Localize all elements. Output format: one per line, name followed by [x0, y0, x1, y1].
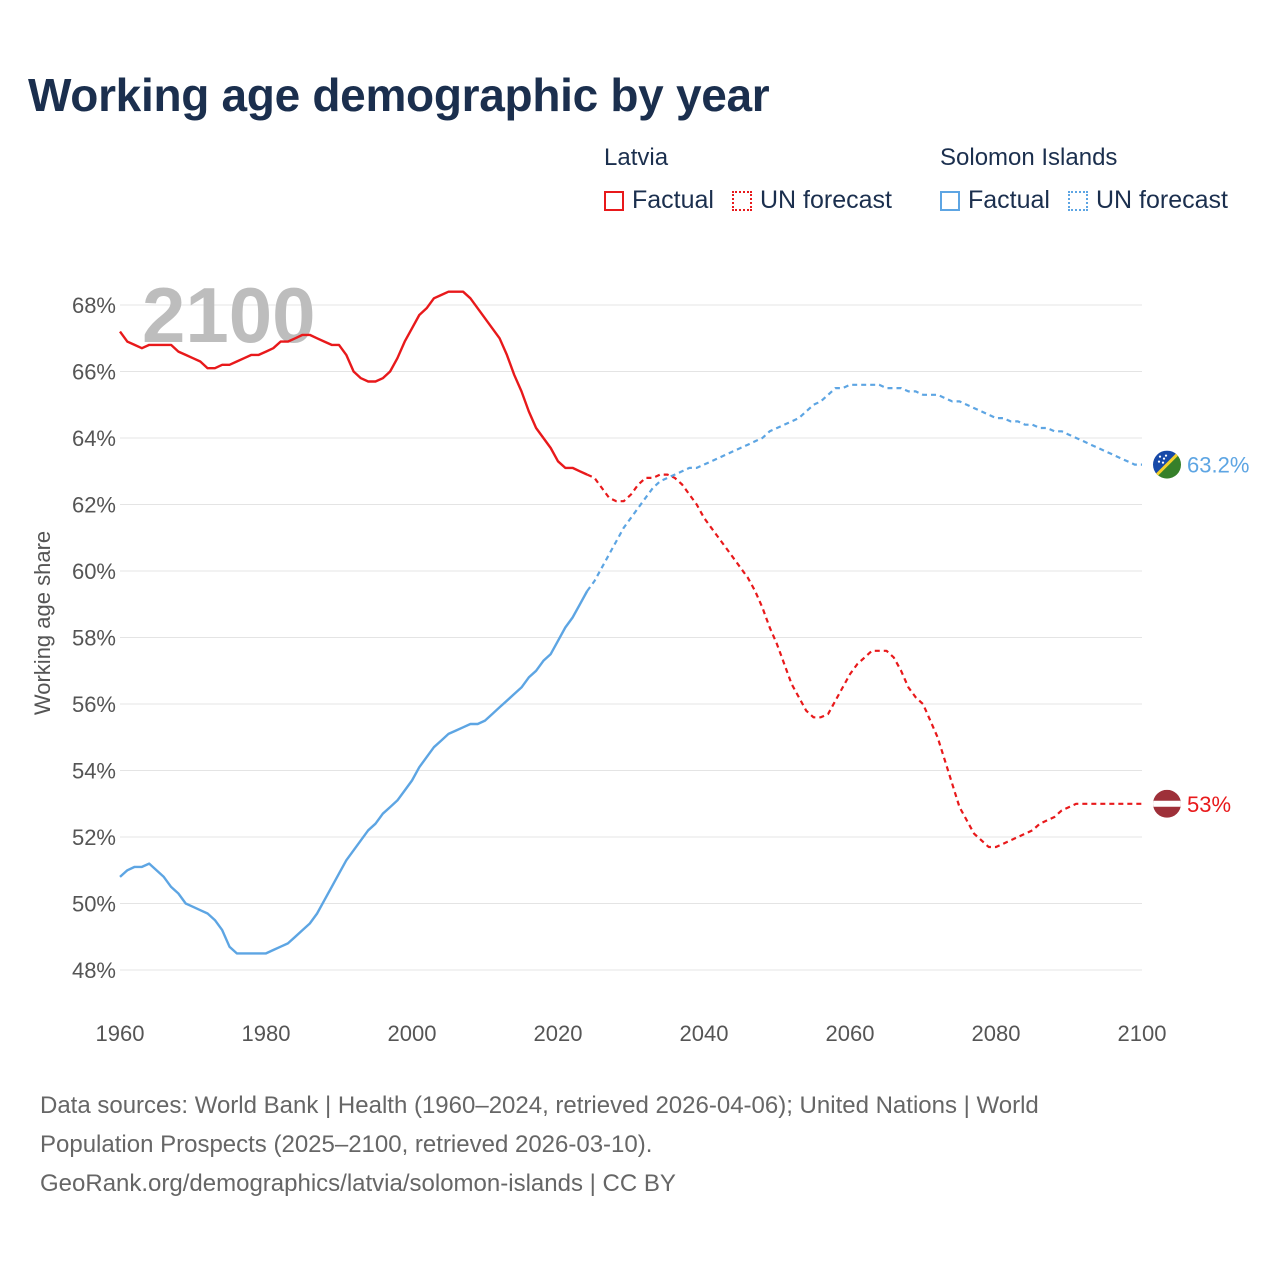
- y-tick-label-48: 48%: [72, 958, 116, 983]
- line-latvia-factual: [119, 290, 588, 476]
- y-tick-label-60: 60%: [72, 559, 116, 584]
- x-tick-label-2080: 2080: [972, 1021, 1021, 1046]
- legend-solomon-factual[interactable]: Factual: [940, 186, 1050, 215]
- sources-line-3[interactable]: GeoRank.org/demographics/latvia/solomon-…: [40, 1170, 676, 1197]
- legend-latvia-forecast-label: UN forecast: [759, 186, 892, 214]
- end-label-solomon-islands: 63.2%: [1187, 453, 1249, 478]
- flag-star-2: [1157, 460, 1161, 463]
- y-tick-label-66: 66%: [72, 360, 116, 385]
- sources-line-2: Population Prospects (2025–2100, retriev…: [40, 1131, 653, 1158]
- flag-stripe-middle: [1153, 800, 1181, 807]
- end-label-latvia: 53%: [1187, 792, 1231, 817]
- legend-latvia-factual-label: Factual: [632, 186, 714, 214]
- y-tick-label-56: 56%: [72, 692, 116, 717]
- flag-diagonal-band: [1153, 450, 1181, 479]
- x-tick-label-1980: 1980: [242, 1021, 291, 1046]
- line-solomon-islands-forecast: [586, 383, 1142, 592]
- y-tick-label-52: 52%: [72, 825, 116, 850]
- y-tick-label-50: 50%: [72, 892, 116, 917]
- legend-latvia-factual[interactable]: Factual: [604, 186, 714, 215]
- y-tick-label-62: 62%: [72, 493, 116, 518]
- legend-solomon-forecast-swatch: [1067, 190, 1088, 211]
- flag-star-3: [1161, 461, 1165, 464]
- x-tick-label-2060: 2060: [826, 1021, 875, 1046]
- y-tick-label-58: 58%: [72, 626, 116, 651]
- line-solomon-islands-factual: [119, 590, 589, 955]
- y-axis-ticks: 48% 50% 52% 54% 56% 58% 60% 62% 64% 66% 68%: [72, 293, 116, 983]
- sources-line-1: Data sources: World Bank | Health (1960–…: [40, 1092, 1039, 1119]
- legend-latvia: Latvia Factual UN forecast: [604, 144, 910, 215]
- end-markers[interactable]: 53% 63.2%: [1153, 450, 1249, 818]
- flag-star-1: [1162, 457, 1166, 460]
- data-sources: Data sources: World Bank | Health (1960–…: [40, 1086, 1220, 1203]
- flag-star-4: [1164, 454, 1168, 457]
- legend-solomon-islands-title: Solomon Islands: [940, 144, 1118, 171]
- x-axis-ticks: 1960 1980 2000 2020 2040 2060 2080 2100: [96, 1021, 1167, 1046]
- x-tick-label-2000: 2000: [388, 1021, 437, 1046]
- legend-solomon-forecast-label: UN forecast: [1095, 186, 1228, 214]
- flag-star-0: [1158, 455, 1162, 458]
- legend-latvia-forecast[interactable]: UN forecast: [731, 186, 892, 215]
- legend-latvia-factual-swatch: [604, 190, 624, 211]
- line-chart: 48%50%52%54%56%58%60%62%64%66%68% 1960 19…: [30, 271, 1249, 1046]
- y-tick-label-68: 68%: [72, 293, 116, 318]
- legend-solomon-factual-swatch: [940, 190, 960, 211]
- legend-latvia-title: Latvia: [604, 144, 669, 171]
- flag-latvia-icon[interactable]: [1153, 789, 1181, 818]
- series-lines: [119, 290, 1142, 955]
- legend-solomon-islands: Solomon Islands Factual UN forecast: [940, 144, 1228, 215]
- grid-lines: [120, 304, 1142, 971]
- legend-latvia-forecast-swatch: [731, 190, 752, 211]
- x-tick-label-2020: 2020: [534, 1021, 583, 1046]
- legend-solomon-factual-label: Factual: [968, 186, 1050, 214]
- x-tick-label-2100: 2100: [1118, 1021, 1167, 1046]
- x-tick-label-1960: 1960: [96, 1021, 145, 1046]
- flag-solomon-islands-icon[interactable]: [1153, 450, 1181, 479]
- x-tick-label-2040: 2040: [680, 1021, 729, 1046]
- legend-solomon-forecast[interactable]: UN forecast: [1067, 186, 1228, 215]
- line-latvia-forecast: [586, 473, 1142, 849]
- y-axis-label: Working age share: [30, 531, 55, 715]
- y-tick-label-64: 64%: [72, 426, 116, 451]
- chart-title: Working age demographic by year: [28, 69, 770, 121]
- y-tick-label-54: 54%: [72, 759, 116, 784]
